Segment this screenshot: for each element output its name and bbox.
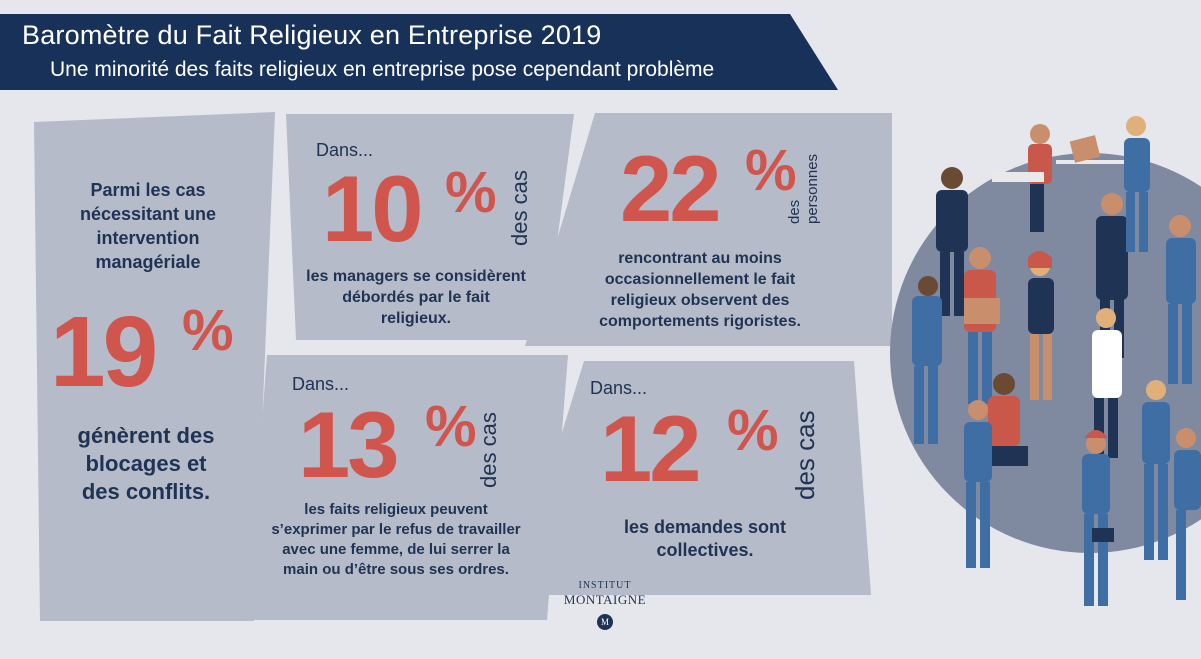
panel4-number: 13 bbox=[298, 392, 400, 497]
panel3-number: 22 bbox=[620, 136, 722, 241]
panel5-number: 12 bbox=[600, 396, 702, 501]
person-figure-7 bbox=[1028, 251, 1054, 400]
person-figure-12 bbox=[1142, 380, 1170, 560]
person-figure-10 bbox=[964, 400, 992, 568]
header-banner bbox=[0, 14, 838, 90]
stat-panel-blockages bbox=[34, 112, 275, 621]
person-figure-3 bbox=[1124, 116, 1150, 252]
panel1-percent: % bbox=[182, 298, 234, 363]
desk-worker-figure bbox=[992, 124, 1126, 232]
stat-panel-rigorist bbox=[525, 113, 892, 346]
panel5-text: les demandes sont collectives. bbox=[623, 517, 787, 560]
logo-line-1: INSTITUT bbox=[578, 580, 632, 591]
workers-illustration bbox=[890, 116, 1201, 606]
person-figure-9 bbox=[988, 373, 1028, 466]
person-figure-6 bbox=[912, 276, 942, 444]
panel1-number: 19 bbox=[50, 296, 158, 408]
person-figure-4 bbox=[1166, 215, 1196, 384]
panel2-lead: Dans... bbox=[316, 140, 374, 160]
institut-montaigne-logo: INSTITUT MONTAIGNE M bbox=[560, 580, 650, 630]
panel5-percent: % bbox=[727, 398, 779, 463]
logo-mark-icon: M bbox=[597, 614, 613, 630]
person-figure-13 bbox=[1174, 428, 1201, 600]
person-figure-8 bbox=[1092, 308, 1122, 458]
page-title: Baromètre du Fait Religieux en Entrepris… bbox=[22, 20, 602, 50]
panel1-text: génèrent des blocages et des conflits. bbox=[77, 423, 215, 504]
panel1-intro: Parmi les cas nécessitant une interventi… bbox=[79, 180, 217, 272]
panel2-text: les managers se considèrent débordés par… bbox=[306, 268, 526, 327]
logo-line-2: MONTAIGNE bbox=[563, 592, 647, 607]
person-figure-1 bbox=[936, 167, 968, 316]
panel3-side-label-1: des bbox=[786, 199, 803, 224]
panel3-percent: % bbox=[745, 138, 797, 203]
panel2-percent: % bbox=[445, 160, 497, 225]
panel4-lead: Dans... bbox=[292, 374, 350, 394]
panel4-side-label: des cas bbox=[476, 412, 501, 488]
panel2-side-label: des cas bbox=[507, 170, 532, 246]
person-figure-5 bbox=[964, 247, 1000, 404]
stat-panel-refusal bbox=[247, 355, 568, 620]
person-figure-11 bbox=[1082, 430, 1114, 606]
panel5-lead: Dans... bbox=[590, 378, 648, 398]
panel3-text: rencontrant au moins occasionnellement l… bbox=[599, 250, 801, 330]
panel3-side-label-2: personnes bbox=[804, 153, 821, 224]
person-figure-2 bbox=[1096, 193, 1128, 358]
stat-panel-managers bbox=[286, 114, 574, 340]
panel5-side-label: des cas bbox=[790, 410, 820, 500]
panel4-text: les faits religieux peuvent s’exprimer p… bbox=[271, 501, 521, 578]
panel2-number: 10 bbox=[322, 156, 424, 261]
page-subtitle: Une minorité des faits religieux en entr… bbox=[50, 58, 715, 81]
panel4-percent: % bbox=[425, 394, 477, 459]
